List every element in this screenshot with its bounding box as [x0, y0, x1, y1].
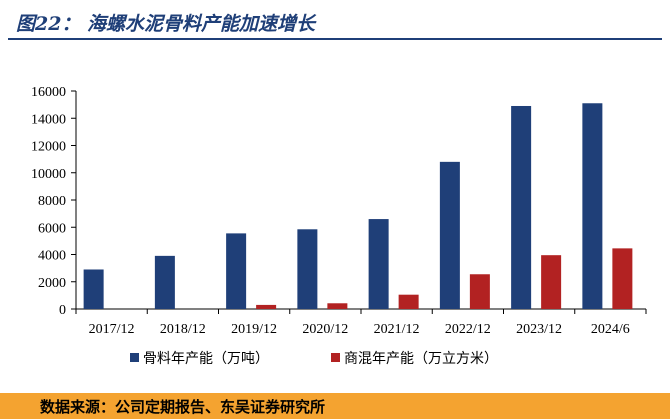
bar-series-2	[327, 303, 348, 309]
bar-series-2	[612, 248, 633, 309]
bar-series-1	[511, 105, 532, 309]
bar-series-1	[439, 161, 460, 309]
legend-label-series-2: 商混年产能（万立方米）	[344, 351, 498, 367]
figure-header: 图22： 海螺水泥骨料产能加速增长	[8, 4, 662, 40]
y-tick-label: 4000	[38, 249, 66, 264]
x-axis-ticks: 2017/12 2018/12 2019/12 2020/12 2021/12 2022/…	[75, 309, 647, 337]
y-tick-label: 0	[59, 303, 66, 318]
bar-chart: 0 2000 4000 6000 8000 10000 12000 14000 16000 20…	[31, 85, 647, 367]
x-tick-label: 2017/12	[89, 322, 135, 337]
bar-series-2	[541, 255, 562, 309]
bar-series-2	[256, 304, 277, 309]
bar-series	[83, 103, 633, 309]
y-tick-label: 14000	[31, 112, 66, 127]
bar-series-1	[154, 255, 175, 309]
legend-swatch-series-1	[130, 353, 139, 362]
y-tick-label: 6000	[38, 221, 66, 236]
x-tick-label: 2022/12	[445, 322, 491, 337]
figure-title: 图22： 海螺水泥骨料产能加速增长	[16, 13, 316, 35]
y-tick-label: 2000	[38, 276, 66, 291]
bar-series-2	[398, 294, 419, 309]
y-axis-ticks: 0 2000 4000 6000 8000 10000 12000 14000 16000	[31, 85, 76, 318]
y-tick-label: 12000	[31, 140, 66, 155]
bar-series-1	[368, 219, 389, 309]
bar-series-2	[469, 274, 490, 309]
bar-series-1	[83, 269, 104, 309]
y-tick-label: 8000	[38, 194, 66, 209]
x-tick-label: 2020/12	[302, 322, 348, 337]
x-tick-label: 2018/12	[160, 322, 206, 337]
x-tick-label: 2021/12	[374, 322, 420, 337]
x-tick-label: 2024/6	[591, 322, 630, 337]
y-tick-label: 16000	[31, 85, 66, 100]
bar-series-1	[297, 229, 318, 309]
legend: 骨料年产能（万吨） 商混年产能（万立方米）	[130, 351, 498, 367]
source-bar: 数据来源：公司定期报告、东吴证券研究所	[0, 393, 670, 419]
source-note: 数据来源：公司定期报告、东吴证券研究所	[40, 398, 326, 416]
legend-label-series-1: 骨料年产能（万吨）	[143, 351, 269, 367]
legend-swatch-series-2	[331, 353, 340, 362]
bar-series-1	[582, 103, 603, 309]
y-tick-label: 10000	[31, 167, 66, 182]
bar-series-1	[226, 233, 247, 309]
x-tick-label: 2023/12	[516, 322, 562, 337]
x-tick-label: 2019/12	[231, 322, 277, 337]
